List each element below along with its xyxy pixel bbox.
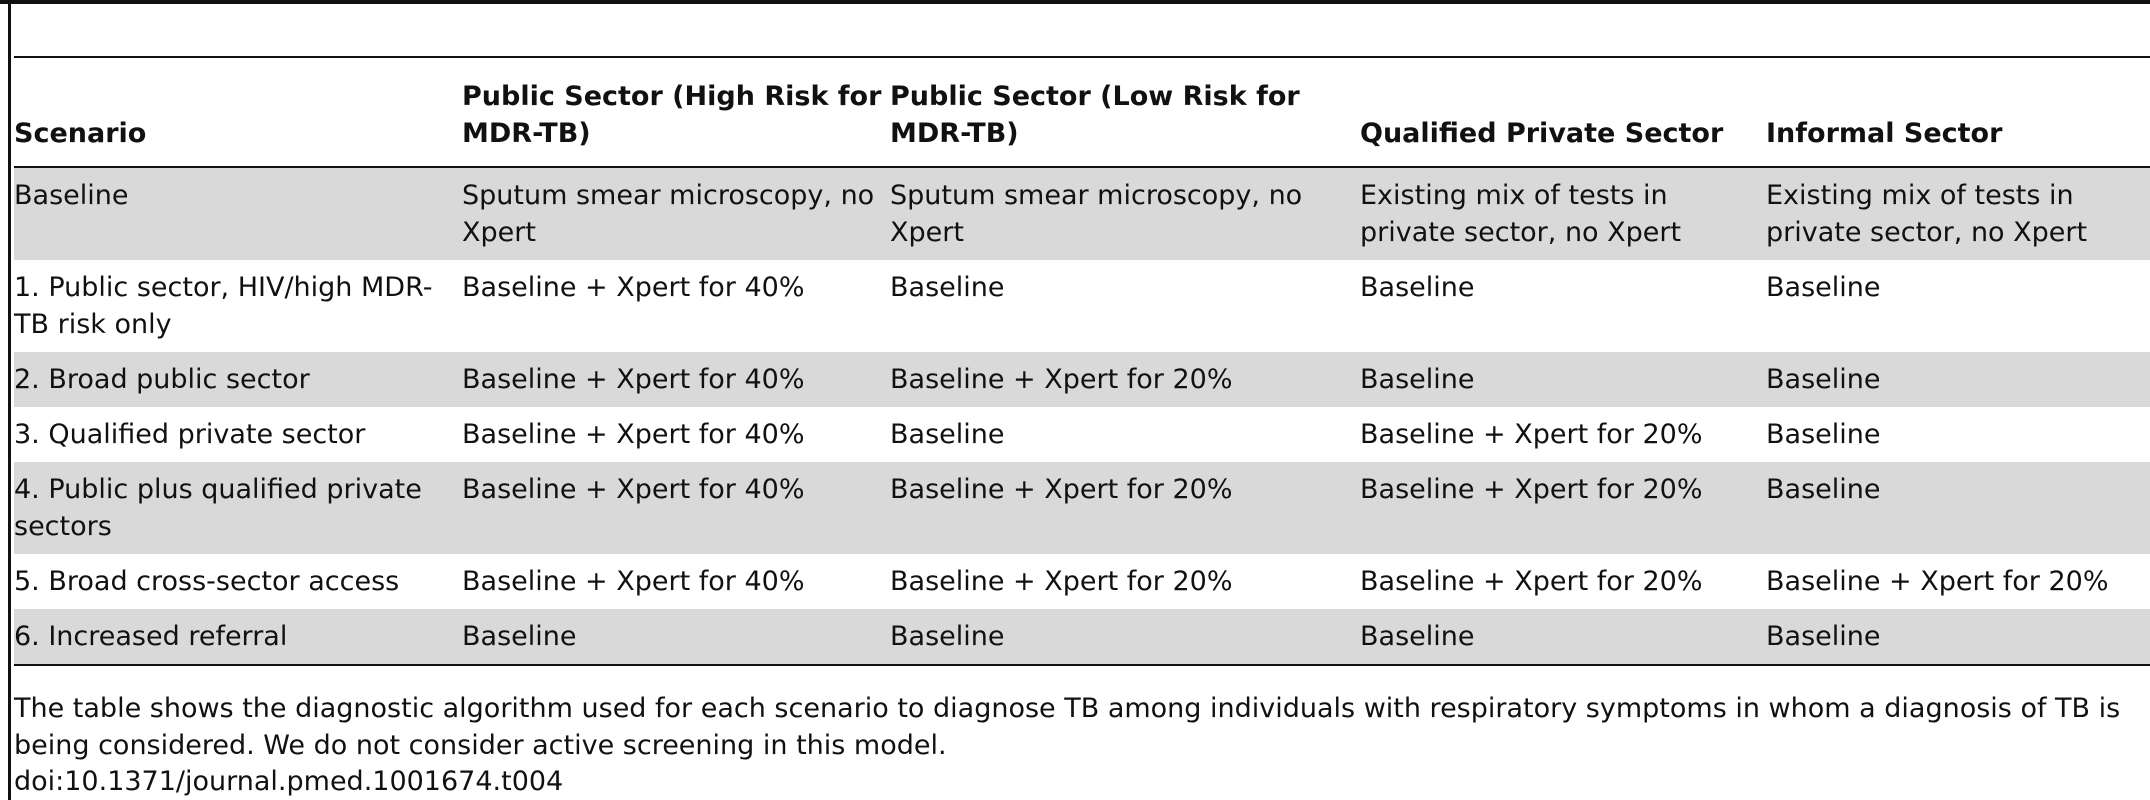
table-cell: Baseline <box>1360 272 1475 303</box>
table-cell: Baseline + Xpert for 40% <box>462 352 890 407</box>
table-cell: Baseline + Xpert for 20% <box>890 566 1233 597</box>
table-cell: Baseline + Xpert for 40% <box>462 462 890 554</box>
table-cell: Baseline + Xpert for 40% <box>462 272 805 303</box>
table-cell: Baseline <box>1766 272 1881 303</box>
table-cell: 2. Broad public sector <box>14 352 462 407</box>
table-cell: Baseline <box>14 167 462 260</box>
table-cell: Baseline + Xpert for 20% <box>1766 566 2109 597</box>
table-cell: Baseline <box>462 609 890 665</box>
table-cell: Baseline + Xpert for 20% <box>890 352 1360 407</box>
top-border <box>0 0 2150 4</box>
table-cell: Baseline <box>890 419 1005 450</box>
column-header-informal: Informal Sector <box>1766 118 2003 149</box>
table-cell: 4. Public plus qualified private sectors <box>14 462 462 554</box>
table-cell: 5. Broad cross-sector access <box>14 566 400 597</box>
table-cell: Existing mix of tests in private sector,… <box>1766 167 2150 260</box>
table-cell: Baseline <box>890 272 1005 303</box>
table-cell: Sputum smear microscopy, no Xpert <box>462 167 890 260</box>
column-header-scenario: Scenario <box>14 118 147 149</box>
table-cell: Baseline + Xpert for 20% <box>1360 419 1703 450</box>
table-row: 5. Broad cross-sector access Baseline + … <box>14 554 2150 609</box>
table-cell: Baseline <box>1766 462 2150 554</box>
left-border <box>8 0 11 800</box>
table-cell: 1. Public sector, HIV/high MDR-TB risk o… <box>14 272 433 340</box>
column-header-qualified-private: Qualified Private Sector <box>1360 118 1724 149</box>
table-row: Baseline Sputum smear microscopy, no Xpe… <box>14 167 2150 260</box>
header-row: Scenario Public Sector (High Risk for MD… <box>14 57 2150 167</box>
scenario-table: Scenario Public Sector (High Risk for MD… <box>14 56 2150 666</box>
column-header-public-low-risk: Public Sector (Low Risk for MDR-TB) <box>890 81 1300 149</box>
table-cell: Baseline + Xpert for 40% <box>462 566 805 597</box>
table-cell: Baseline + Xpert for 20% <box>1360 566 1703 597</box>
table-cell: Existing mix of tests in private sector,… <box>1360 167 1766 260</box>
table-cell: Baseline + Xpert for 40% <box>462 419 805 450</box>
table-cell: 3. Qualified private sector <box>14 419 366 450</box>
table-row: 2. Broad public sector Baseline + Xpert … <box>14 352 2150 407</box>
column-header-public-high-risk: Public Sector (High Risk for MDR-TB) <box>462 81 882 149</box>
table-container: Scenario Public Sector (High Risk for MD… <box>14 56 2150 666</box>
table-row: 3. Qualified private sector Baseline + X… <box>14 407 2150 462</box>
table-cell: Sputum smear microscopy, no Xpert <box>890 167 1360 260</box>
table-row: 4. Public plus qualified private sectors… <box>14 462 2150 554</box>
table-row: 6. Increased referral Baseline Baseline … <box>14 609 2150 665</box>
table-cell: Baseline <box>890 609 1360 665</box>
table-cell: Baseline <box>1360 352 1766 407</box>
table-cell: Baseline + Xpert for 20% <box>890 462 1360 554</box>
table-cell: Baseline + Xpert for 20% <box>1360 462 1766 554</box>
doi-link[interactable]: doi:10.1371/journal.pmed.1001674.t004 <box>14 766 564 797</box>
table-cell: Baseline <box>1766 352 2150 407</box>
table-cell: 6. Increased referral <box>14 609 462 665</box>
table-cell: Baseline <box>1766 419 1881 450</box>
table-cell: Baseline <box>1360 609 1766 665</box>
table-row: 1. Public sector, HIV/high MDR-TB risk o… <box>14 260 2150 352</box>
table-footnote: The table shows the diagnostic algorithm… <box>14 693 2121 761</box>
table-cell: Baseline <box>1766 609 2150 665</box>
